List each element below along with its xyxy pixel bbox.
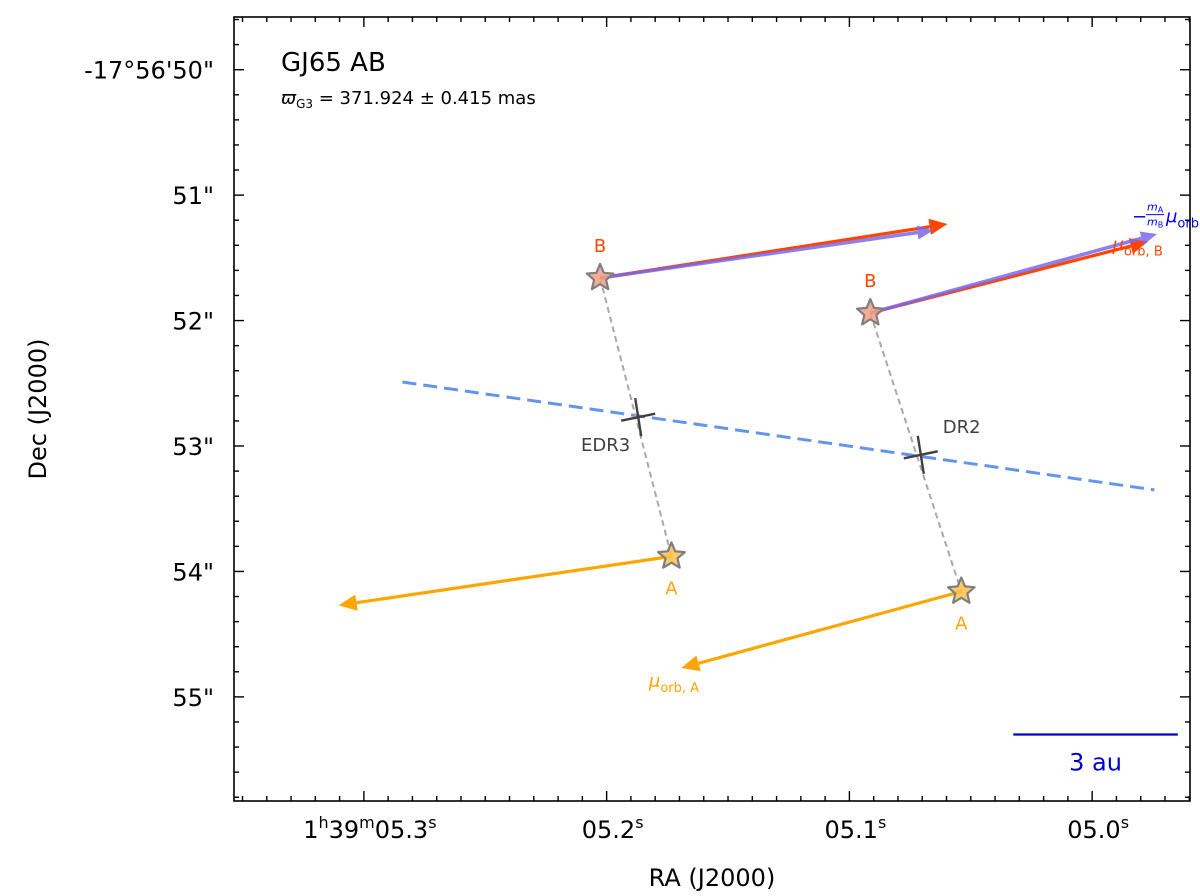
- x-tick-label-part: 05.0: [1067, 816, 1120, 844]
- axes-frame: [233, 16, 1191, 802]
- x-tick-label-part: 05.2: [582, 816, 635, 844]
- star-label-a-dr2: A: [955, 614, 968, 635]
- epoch-label-dr2: DR2: [943, 417, 981, 438]
- arrow-mass-ratio-dr2-shaft: [869, 236, 1143, 315]
- x-tick-label: 1h39m05.3s: [303, 813, 436, 844]
- scan-direction-line: [402, 380, 1155, 492]
- subtitle-symbol: ϖ: [281, 88, 297, 109]
- photocenter-dr2-v: [916, 435, 925, 474]
- x-tick-label-part: s: [878, 813, 886, 832]
- connector-dr2: [869, 312, 963, 592]
- arrow-mass-ratio-edr3-shaft: [599, 230, 918, 280]
- arrow-mu-orb-a-dr2-shaft: [698, 589, 962, 665]
- x-tick-label-part: 05.1: [825, 816, 878, 844]
- mass-ratio-mu: μorb, A: [1165, 207, 1200, 232]
- chart-title: GJ65 AB: [281, 48, 386, 78]
- subtitle-text: = 371.924 ± 0.415 mas: [313, 88, 536, 109]
- mass-ratio-arrow-group-edr3: [599, 225, 934, 280]
- x-tick-label-part: 39: [329, 816, 360, 844]
- y-tick-label: 54": [172, 558, 214, 586]
- mu-orb-a-sub: orb, A: [660, 681, 699, 696]
- mu-orb-b-sub: orb, B: [1124, 244, 1163, 259]
- label-mu-orb-b: μorb, B: [1112, 234, 1163, 259]
- y-tick-label: 55": [172, 684, 214, 712]
- mass-ratio-den-m: m: [1147, 216, 1158, 229]
- scale-bar-label: 3 au: [1069, 749, 1122, 777]
- mass-ratio-numerator: mA: [1147, 201, 1164, 215]
- star-label-a-edr3: A: [665, 578, 678, 599]
- arrow-mass-ratio-edr3-head: [916, 225, 934, 240]
- x-tick-label-part: 05.3: [375, 816, 428, 844]
- star-a-edr3: [656, 541, 686, 569]
- label-mu-orb-a: μorb, A: [648, 671, 699, 696]
- mass-ratio-greek: μ: [1165, 207, 1177, 228]
- mass-ratio-den-sub: B: [1158, 221, 1164, 230]
- mass-ratio-sub: orb, A: [1177, 217, 1200, 232]
- x-tick-label: 05.0s: [1067, 813, 1129, 844]
- x-axis-label: RA (J2000): [649, 864, 776, 892]
- x-tick-label-part: m: [359, 813, 375, 832]
- x-tick-label-part: 1: [303, 816, 318, 844]
- mass-ratio-num-sub: A: [1158, 206, 1164, 215]
- star-b-edr3: [585, 262, 615, 291]
- y-tick-label: -17°56'50": [84, 57, 214, 85]
- mass-ratio-arrow-group-dr2: [869, 231, 1157, 315]
- mass-ratio-denominator: mB: [1147, 216, 1163, 230]
- mass-ratio-prefix: −: [1132, 207, 1147, 228]
- y-tick-label: 52": [172, 308, 214, 336]
- x-tick-label-part: s: [1121, 813, 1129, 832]
- star-label-b-dr2: B: [864, 271, 876, 292]
- tick-layer: -17°56'50"51"52"53"54"55"1h39m05.3s 05.2s…: [84, 17, 1190, 844]
- epoch-label-edr3: EDR3: [581, 435, 630, 456]
- subtitle-subscript: G3: [296, 97, 313, 111]
- star-b-dr2: [855, 297, 885, 326]
- arrow-mu-orb-a-edr3-shaft: [356, 554, 672, 605]
- mass-ratio-num-m: m: [1147, 201, 1158, 214]
- mu-orb-a-greek: μ: [648, 671, 660, 692]
- x-tick-label-part: s: [428, 813, 436, 832]
- photocenter-edr3-v: [634, 397, 643, 437]
- x-tick-label-part: h: [318, 813, 328, 832]
- label-mass-ratio: − mA mB μorb, A: [1132, 201, 1200, 232]
- star-label-b-edr3: B: [594, 236, 606, 257]
- x-tick-label: 05.2s: [582, 813, 644, 844]
- arrow-mu-orb-a-dr2-head: [681, 655, 701, 672]
- arrow-mass-ratio-dr2-head: [1139, 231, 1157, 246]
- y-axis-label: Dec (J2000): [24, 339, 52, 480]
- x-tick-label-part: s: [635, 813, 643, 832]
- x-tick-label: 05.1s: [825, 813, 887, 844]
- chart-subtitle: ϖG3 = 371.924 ± 0.415 mas: [281, 88, 536, 111]
- mu-orb-b-greek: μ: [1112, 234, 1124, 255]
- arrow-mu-orb-b-edr3-head: [928, 218, 948, 235]
- star-a-dr2: [946, 576, 976, 604]
- data-layer: [338, 218, 1157, 672]
- y-tick-label: 51": [172, 182, 214, 210]
- y-tick-label: 53": [172, 433, 214, 461]
- arrow-mu-orb-a-edr3-head: [338, 594, 358, 611]
